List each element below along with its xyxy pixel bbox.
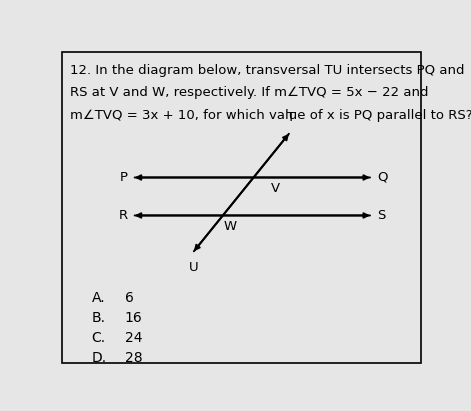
Text: T: T [286, 111, 295, 124]
Text: R: R [118, 209, 128, 222]
Text: m∠TVQ = 3x + 10, for which value of x is PQ parallel to RS?: m∠TVQ = 3x + 10, for which value of x is… [70, 109, 471, 122]
Text: U: U [189, 261, 199, 275]
Text: S: S [377, 209, 386, 222]
Text: 6: 6 [124, 291, 133, 305]
Text: 24: 24 [124, 331, 142, 345]
Text: B.: B. [92, 312, 106, 326]
Text: 12. In the diagram below, transversal TU intersects PQ and: 12. In the diagram below, transversal TU… [70, 64, 464, 76]
Text: C.: C. [92, 331, 106, 345]
Text: 28: 28 [124, 351, 142, 365]
Text: RS at V and W, respectively. If m∠TVQ = 5x − 22 and: RS at V and W, respectively. If m∠TVQ = … [70, 86, 428, 99]
Text: D.: D. [92, 351, 107, 365]
Text: A.: A. [92, 291, 106, 305]
Text: 16: 16 [124, 312, 142, 326]
Text: W: W [224, 220, 237, 233]
Text: P: P [120, 171, 128, 184]
Text: V: V [271, 182, 280, 195]
Text: Q: Q [377, 171, 388, 184]
